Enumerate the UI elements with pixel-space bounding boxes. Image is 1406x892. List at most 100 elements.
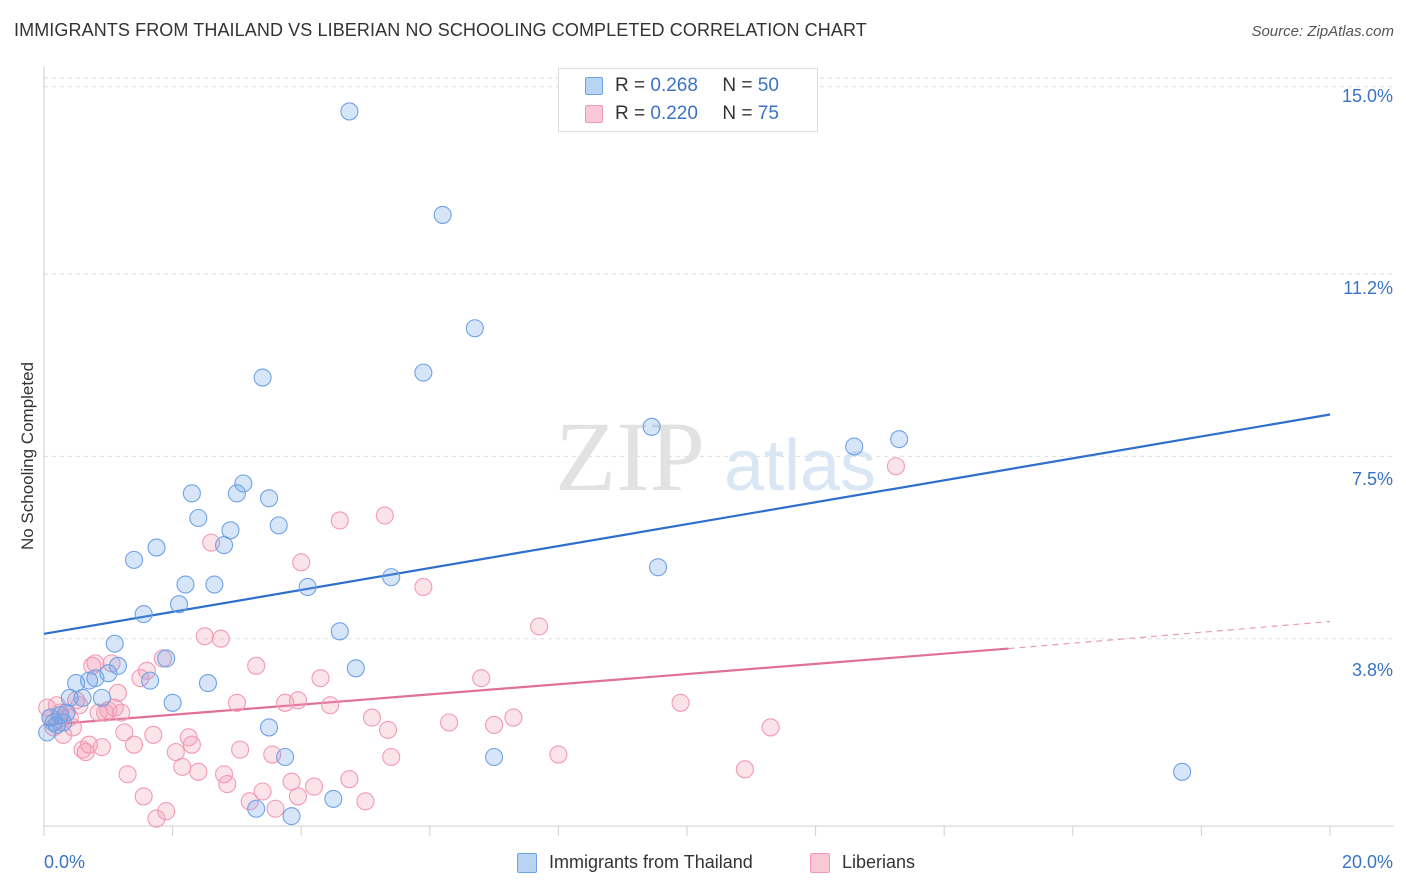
data-point-liberian — [356, 792, 375, 811]
legend: R = 0.268 N = 50 R = 0.220 N = 75 — [558, 68, 818, 132]
data-point-liberian — [886, 457, 906, 476]
data-point-liberian — [671, 693, 690, 712]
bottom-legend-liberian: Liberians — [810, 852, 915, 873]
x-tick-label: 20.0% — [1341, 852, 1393, 872]
data-point-thailand — [182, 484, 201, 503]
data-point-liberian — [247, 656, 266, 675]
data-point-thailand — [157, 649, 176, 668]
data-point-liberian — [92, 738, 111, 757]
data-point-liberian — [440, 713, 459, 732]
data-point-liberian — [253, 782, 272, 801]
data-point-liberian — [485, 715, 504, 735]
data-point-liberian — [137, 661, 156, 680]
bottom-legend-label: Immigrants from Thailand — [549, 852, 753, 872]
axes — [43, 66, 1394, 836]
data-point-thailand — [253, 368, 272, 387]
data-point-thailand — [382, 568, 401, 587]
data-point-thailand — [124, 550, 144, 569]
data-point-thailand — [346, 659, 365, 678]
data-point-liberian — [54, 725, 73, 744]
legend-row-liberian: R = 0.220 N = 75 — [585, 103, 779, 125]
data-point-liberian — [292, 553, 311, 572]
legend-swatch-thailand — [585, 77, 603, 95]
data-point-thailand — [642, 417, 661, 436]
data-point-thailand — [269, 516, 288, 535]
data-point-thailand — [163, 693, 182, 712]
series-liberians — [38, 457, 906, 828]
data-point-thailand — [227, 484, 246, 503]
y-tick-label: 7.5% — [1351, 469, 1393, 489]
data-point-thailand — [108, 656, 127, 675]
data-point-thailand — [221, 521, 240, 540]
data-point-liberian — [414, 577, 433, 597]
data-point-liberian — [147, 809, 166, 828]
data-point-thailand — [169, 595, 189, 614]
data-point-liberian — [761, 718, 780, 737]
legend-n-value: 50 — [757, 75, 779, 96]
data-point-liberian — [118, 765, 137, 784]
data-point-thailand — [433, 205, 452, 224]
bottom-legend-swatch-liberian — [810, 852, 830, 873]
data-point-liberian — [362, 708, 381, 727]
data-point-liberian — [214, 765, 234, 784]
data-point-liberian — [305, 777, 324, 796]
data-point-liberian — [375, 506, 394, 525]
data-point-thailand — [330, 622, 349, 641]
legend-r-label: R = — [615, 103, 646, 124]
data-point-liberian — [124, 735, 144, 754]
bottom-legend: Immigrants from Thailand Liberians — [0, 852, 1406, 876]
bottom-legend-swatch-thailand — [517, 852, 537, 873]
data-point-thailand — [234, 474, 253, 493]
data-point-thailand — [92, 688, 111, 707]
data-point-thailand — [890, 430, 909, 449]
y-tick-label: 3.8% — [1351, 660, 1393, 680]
data-point-liberian — [86, 654, 105, 673]
data-point-liberian — [330, 511, 349, 530]
data-point-liberian — [173, 757, 192, 776]
data-point-liberian — [195, 627, 214, 646]
data-point-thailand — [134, 605, 153, 624]
y-tick-label: 11.2% — [1343, 278, 1393, 298]
data-point-liberian — [218, 775, 237, 794]
data-point-thailand — [44, 713, 63, 732]
data-point-thailand — [276, 747, 295, 767]
data-point-liberian — [231, 740, 250, 759]
data-point-liberian — [321, 696, 340, 715]
data-point-thailand — [340, 102, 359, 121]
watermark-zip: ZIP — [555, 401, 705, 512]
data-point-liberian — [211, 629, 230, 648]
data-point-thailand — [141, 671, 160, 690]
chart-title: IMMIGRANTS FROM THAILAND VS LIBERIAN NO … — [14, 20, 867, 40]
legend-n-label: N = — [722, 103, 753, 124]
data-point-liberian — [378, 720, 398, 739]
data-point-thailand — [54, 713, 73, 732]
data-point-thailand — [57, 703, 76, 722]
trend-line-liberian-extension — [1008, 620, 1331, 650]
data-point-thailand — [282, 807, 301, 826]
data-point-thailand — [298, 577, 317, 597]
data-point-thailand — [205, 575, 224, 594]
data-point-thailand — [147, 538, 166, 557]
data-point-liberian — [549, 745, 568, 764]
data-point-liberian — [189, 762, 208, 781]
data-point-liberian — [240, 792, 259, 811]
data-point-thailand — [38, 723, 57, 742]
y-tick-label: 15.0% — [1341, 86, 1393, 106]
data-point-liberian — [157, 802, 176, 821]
data-point-thailand — [73, 688, 92, 707]
source-label: Source: ZipAtlas.com — [1251, 23, 1394, 40]
data-point-thailand — [247, 799, 266, 818]
data-point-thailand — [1173, 762, 1192, 781]
data-point-liberian — [288, 787, 308, 806]
data-point-liberian — [288, 691, 308, 710]
legend-row-thailand: R = 0.268 N = 50 — [585, 75, 779, 97]
data-point-liberian — [340, 770, 359, 789]
data-point-thailand — [324, 789, 343, 808]
data-point-thailand — [198, 674, 218, 693]
data-point-liberian — [530, 617, 549, 636]
legend-r-label: R = — [615, 75, 646, 96]
data-point-liberian — [266, 799, 285, 818]
data-point-thailand — [259, 718, 279, 737]
data-point-liberian — [96, 703, 115, 722]
